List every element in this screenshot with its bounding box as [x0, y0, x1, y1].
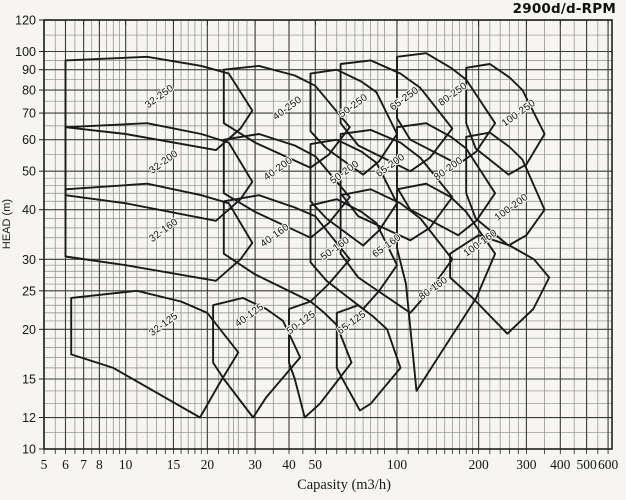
- pump-region-32-125: [70, 289, 240, 419]
- y-tick-label: 120: [15, 14, 36, 28]
- y-tick-label: 100: [15, 45, 36, 59]
- pump-region-80-200: [396, 122, 497, 237]
- pump-region-32-160: [64, 182, 254, 282]
- y-tick-label: 80: [22, 84, 36, 98]
- pump-region-80-250: [396, 52, 497, 166]
- pump-region-50-125: [288, 300, 353, 419]
- pump-region-100-250: [465, 63, 546, 176]
- y-tick-label: 30: [22, 253, 36, 267]
- x-axis-title: Capasity (m3/h): [297, 477, 391, 493]
- y-tick-label: 60: [22, 133, 36, 147]
- pump-region-80-160: [396, 182, 497, 392]
- x-tick-label: 100: [387, 457, 408, 472]
- y-tick-label: 90: [22, 63, 36, 77]
- x-tick-label: 400: [550, 457, 571, 472]
- plot-area: [44, 20, 612, 449]
- pump-region-40-200: [222, 133, 351, 239]
- plot-frame: [43, 19, 613, 450]
- pump-region-100-200: [465, 131, 546, 247]
- pump-region-32-200: [64, 122, 254, 222]
- pump-region-50-250: [309, 68, 398, 176]
- y-tick-label: 10: [22, 443, 36, 457]
- pump-region-40-250: [222, 64, 351, 169]
- pump-region-50-200: [309, 138, 398, 247]
- pump-region-100-160: [449, 234, 551, 335]
- x-tick-label: 6: [62, 457, 69, 472]
- x-tick-label: 50: [309, 457, 323, 472]
- x-tick-label: 7: [80, 457, 87, 472]
- x-tick-label: 40: [282, 457, 296, 472]
- y-tick-label: 12: [22, 411, 36, 425]
- y-axis-title: HEAD (m): [1, 198, 13, 250]
- pump-region-65-125: [335, 304, 402, 412]
- y-tick-label: 70: [22, 107, 36, 121]
- x-tick-label: 500: [576, 457, 597, 472]
- y-tick-label: 40: [22, 203, 36, 217]
- x-tick-label: 10: [119, 457, 133, 472]
- x-tick-label: 30: [248, 457, 262, 472]
- y-tick-label: 25: [22, 284, 36, 298]
- chart-title: 2900d/d-RPM: [512, 1, 616, 17]
- y-tick-label: 20: [22, 323, 36, 337]
- pump-region-50-160: [309, 198, 398, 310]
- pump-region-40-125: [212, 296, 302, 419]
- y-tick-label: 15: [22, 373, 36, 387]
- x-tick-label: 600: [598, 457, 619, 472]
- pump-region-40-160: [222, 194, 351, 303]
- x-tick-label: 8: [96, 457, 103, 472]
- x-tick-label: 15: [167, 457, 181, 472]
- pump-region-32-250: [64, 55, 254, 152]
- x-tick-label: 20: [201, 457, 215, 472]
- pump-region-65-250: [339, 59, 454, 173]
- x-tick-label: 300: [516, 457, 537, 472]
- x-tick-label: 200: [469, 457, 490, 472]
- pump-region-65-160: [339, 188, 454, 314]
- x-tick-label: 5: [41, 457, 48, 472]
- pump-region-65-200: [339, 128, 454, 242]
- y-tick-label: 50: [22, 165, 36, 179]
